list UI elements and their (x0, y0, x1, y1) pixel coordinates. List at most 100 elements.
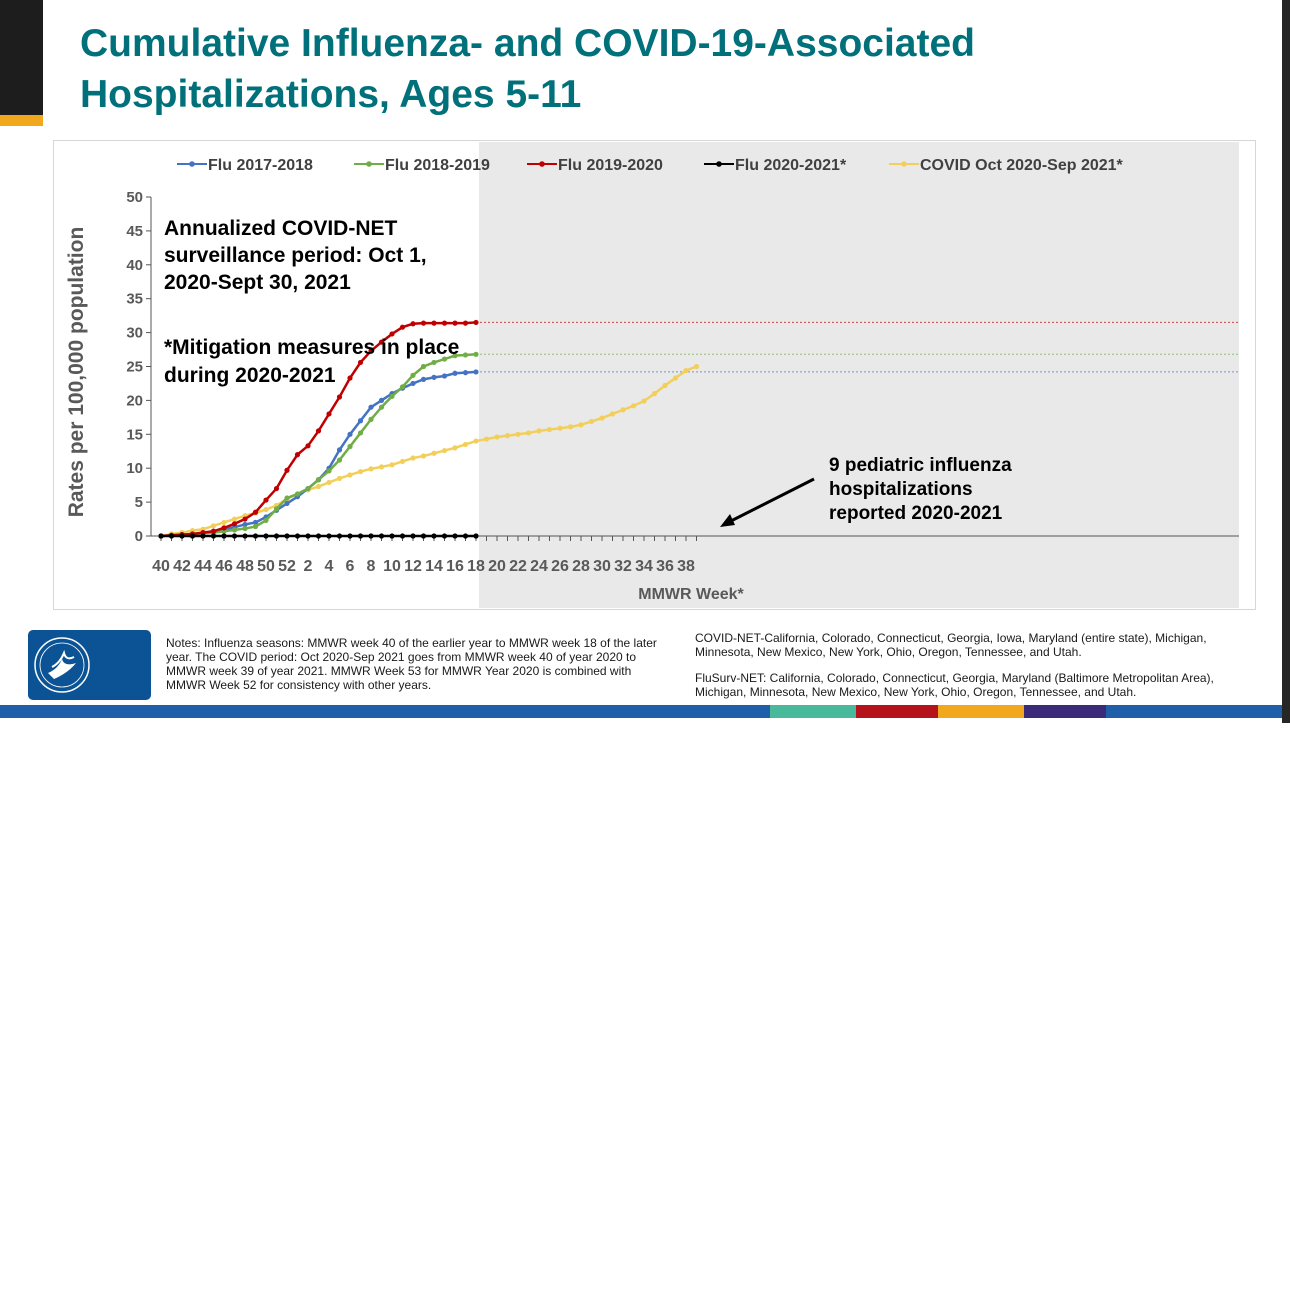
data-point (200, 533, 206, 539)
data-point (231, 521, 238, 527)
legend-swatch-marker (366, 161, 372, 167)
data-point (578, 422, 584, 428)
data-point (410, 455, 416, 461)
data-point (536, 428, 542, 434)
data-point (357, 430, 364, 436)
data-point (588, 418, 595, 425)
data-point (294, 452, 301, 458)
data-point (168, 533, 175, 539)
data-point (357, 468, 364, 475)
data-point (189, 533, 196, 539)
x-tick-label: 34 (635, 558, 653, 575)
data-point (315, 483, 322, 490)
y-axis-title: Rates per 100,000 population (65, 227, 88, 518)
footer-color-segment (260, 705, 520, 718)
data-point (441, 447, 448, 454)
footer-color-segment (520, 705, 770, 718)
data-point (399, 324, 406, 330)
x-tick-label: 10 (383, 558, 401, 575)
data-point (389, 533, 395, 539)
data-point (336, 533, 343, 539)
annotation-arrow-head (720, 514, 735, 527)
data-point (263, 533, 269, 539)
data-point (420, 453, 427, 459)
data-point (284, 495, 290, 501)
data-point (557, 425, 563, 431)
data-point (252, 519, 259, 526)
cdc-logo: CDC (28, 630, 168, 1306)
data-point (305, 485, 311, 492)
data-point (630, 403, 637, 409)
data-point (357, 359, 364, 366)
data-point (494, 434, 500, 440)
x-tick-label: 44 (194, 558, 212, 575)
data-point (347, 431, 353, 437)
x-tick-label: 20 (488, 558, 506, 575)
data-point (326, 533, 332, 539)
x-tick-label: 4 (325, 558, 334, 575)
data-point (441, 373, 448, 379)
x-axis-title: MMWR Week* (638, 586, 744, 603)
data-point (378, 464, 385, 470)
data-point (452, 320, 458, 326)
data-point (231, 533, 238, 539)
data-point (473, 533, 479, 539)
data-point (305, 533, 311, 539)
data-point (284, 533, 290, 539)
data-point (420, 363, 427, 370)
data-point (221, 533, 227, 539)
data-point (357, 418, 364, 424)
annotation-covid-period-line: 2020-Sept 30, 2021 (164, 271, 351, 294)
data-point (336, 447, 343, 453)
data-point (368, 404, 374, 410)
y-tick-label: 15 (126, 426, 143, 443)
data-point (273, 485, 280, 492)
data-point (452, 533, 458, 539)
annotation-mitigation-line: during 2020-2021 (164, 364, 336, 387)
legend-swatch-marker (539, 161, 545, 167)
notes-covid-net: COVID-NET-California, Colorado, Connecti… (695, 631, 1207, 659)
data-point (452, 445, 458, 451)
x-tick-label: 28 (572, 558, 590, 575)
y-tick-label: 45 (126, 223, 143, 240)
annotation-covid-period-line: Annualized COVID-NET (164, 217, 398, 240)
data-point (599, 415, 605, 421)
data-point (347, 472, 353, 478)
data-point (441, 320, 448, 326)
data-point (242, 521, 248, 528)
post-season-shaded-region (479, 142, 1239, 608)
annotation-pediatric: 9 pediatric influenza hospitalizations rep… (829, 455, 1012, 524)
data-point (326, 479, 332, 486)
annotation-covid-period-line: surveillance period: Oct 1, (164, 244, 427, 267)
y-tick-label: 5 (135, 494, 143, 511)
data-point (368, 533, 374, 539)
legend-swatch-marker (189, 161, 195, 167)
annotation-mitigation: *Mitigation measures in place during 2020… (164, 336, 459, 387)
data-point (378, 404, 385, 410)
x-tick-label: 36 (656, 558, 674, 575)
data-point (431, 320, 437, 326)
legend-swatch-marker (901, 161, 907, 167)
x-tick-label: 16 (446, 558, 464, 575)
data-point (221, 525, 227, 531)
data-point (231, 527, 238, 533)
data-point (210, 523, 217, 529)
data-point (242, 533, 248, 539)
footer-color-bar (0, 705, 1282, 718)
data-point (473, 319, 479, 326)
data-point (420, 533, 427, 539)
annotation-pediatric-line: reported 2020-2021 (829, 503, 1003, 524)
data-point (252, 523, 259, 530)
data-point (431, 374, 437, 380)
data-point (431, 450, 437, 456)
footer-color-segment (1106, 705, 1282, 718)
data-point (420, 320, 427, 326)
legend-label: Flu 2020-2021* (735, 157, 847, 174)
x-tick-label: 42 (173, 558, 191, 575)
data-point (347, 443, 353, 450)
data-point (273, 533, 280, 539)
data-point (326, 468, 332, 474)
x-tick-label: 18 (467, 558, 485, 575)
legend-swatch-marker (716, 161, 722, 167)
